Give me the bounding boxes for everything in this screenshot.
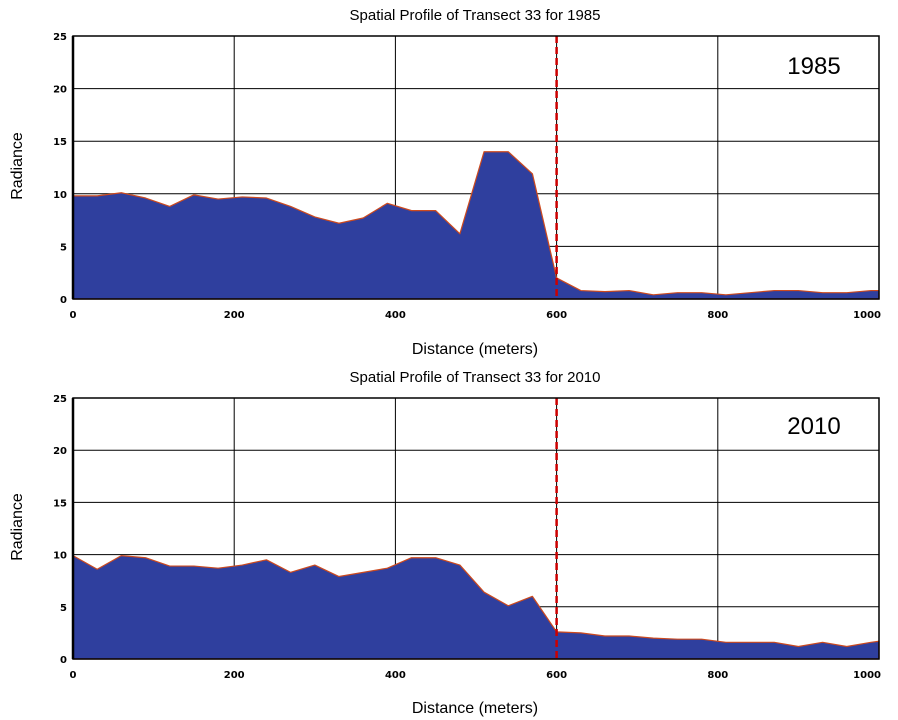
x-tick-label: 200 [224, 670, 245, 681]
y-tick-labels: 0 5 10 15 20 25 [53, 394, 67, 666]
y-tick-label: 20 [53, 446, 67, 457]
y-tick-label: 0 [60, 295, 67, 306]
y-tick-label: 10 [53, 190, 67, 201]
chart-title: Spatial Profile of Transect 33 for 1985 [350, 7, 601, 24]
year-annotation: 1985 [787, 53, 840, 80]
y-axis-label: Radiance [9, 493, 26, 561]
x-tick-label: 400 [385, 310, 406, 321]
x-tick-labels: 0 200 400 600 800 1000 [70, 310, 882, 321]
x-axis-label: Distance (meters) [412, 700, 538, 717]
y-tick-label: 15 [53, 137, 67, 148]
y-axis-label: Radiance [9, 132, 26, 200]
y-tick-label: 10 [53, 551, 67, 562]
y-tick-labels: 0 5 10 15 20 25 [53, 32, 67, 306]
chart-title: Spatial Profile of Transect 33 for 2010 [350, 369, 601, 386]
radiance-area-series [72, 151, 880, 300]
y-tick-label: 20 [53, 85, 67, 96]
x-tick-label: 800 [707, 670, 728, 681]
x-tick-label: 800 [707, 310, 728, 321]
y-tick-label: 25 [53, 394, 67, 405]
x-tick-label: 0 [70, 670, 77, 681]
year-annotation: 2010 [787, 413, 840, 440]
x-tick-label: 400 [385, 670, 406, 681]
chart-panel-1985: Spatial Profile of Transect 33 for 1985 … [9, 7, 881, 358]
y-tick-label: 5 [60, 242, 67, 253]
x-tick-label: 1000 [853, 670, 881, 681]
x-tick-label: 600 [546, 670, 567, 681]
x-tick-labels: 0 200 400 600 800 1000 [70, 670, 882, 681]
y-tick-label: 25 [53, 32, 67, 43]
x-tick-label: 200 [224, 310, 245, 321]
radiance-area-series [72, 555, 880, 660]
y-tick-label: 5 [60, 603, 67, 614]
y-tick-label: 15 [53, 498, 67, 509]
x-tick-label: 1000 [853, 310, 881, 321]
x-axis-label: Distance (meters) [412, 341, 538, 358]
y-tick-label: 0 [60, 655, 67, 666]
x-tick-label: 0 [70, 310, 77, 321]
x-tick-label: 600 [546, 310, 567, 321]
chart-panel-2010: Spatial Profile of Transect 33 for 2010 … [9, 369, 881, 717]
